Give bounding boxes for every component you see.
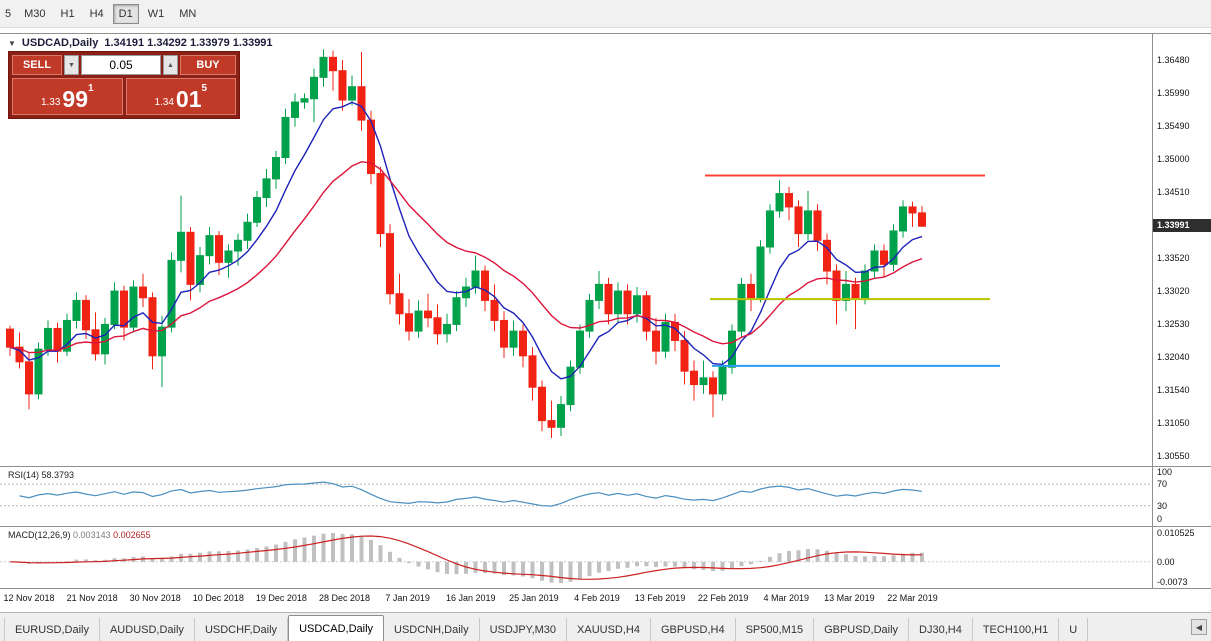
timeframe-d1[interactable]: D1 xyxy=(112,3,139,24)
chart-top-border xyxy=(0,33,1211,34)
timeframe-h4[interactable]: H4 xyxy=(89,7,104,20)
date-label: 13 Feb 2019 xyxy=(634,593,686,603)
price-label: 1.31050 xyxy=(1157,417,1190,428)
rsi-name: RSI(14) xyxy=(8,470,40,480)
price-label: 1.33020 xyxy=(1157,286,1190,297)
date-label: 13 Mar 2019 xyxy=(824,593,875,603)
buy-price-sup: 5 xyxy=(201,83,208,94)
rsi-value: 58.3793 xyxy=(41,470,75,480)
rsi-scale-label: 70 xyxy=(1157,479,1168,490)
macd-scale-label: 0.00 xyxy=(1157,556,1175,567)
price-label: 1.33520 xyxy=(1157,252,1190,263)
date-label: 21 Nov 2018 xyxy=(66,593,118,603)
chart-tab-bar: EURUSD,Daily AUDUSD,Daily USDCHF,Daily USDC… xyxy=(0,612,1211,641)
macd-name: MACD(12,26,9) xyxy=(8,530,71,540)
date-label: 22 Feb 2019 xyxy=(697,593,749,603)
rsi-panel-border[interactable] xyxy=(0,466,1211,467)
sell-price-sup: 1 xyxy=(88,83,94,94)
date-label: 10 Dec 2018 xyxy=(192,593,244,603)
tab-gbpusd-daily[interactable]: GBPUSD,Daily xyxy=(814,618,910,641)
price-label: 1.32040 xyxy=(1157,351,1190,362)
date-label: 30 Nov 2018 xyxy=(129,593,181,603)
price-label: 1.32530 xyxy=(1157,318,1190,329)
date-label: 16 Jan 2019 xyxy=(445,593,496,603)
date-label: 12 Nov 2018 xyxy=(3,593,55,603)
sell-price-prefix: 1.33 xyxy=(40,97,61,108)
chart-title: ▼ USDCAD,Daily 1.34191 1.34292 1.33979 1… xyxy=(8,37,273,49)
rsi-scale-label: 0 xyxy=(1157,514,1163,524)
one-click-collapse-icon[interactable]: ▼ xyxy=(8,38,16,48)
sell-price-button[interactable]: 1.33 99 1 xyxy=(12,78,123,115)
date-label: 19 Dec 2018 xyxy=(255,593,307,603)
price-label: 1.35490 xyxy=(1157,121,1190,132)
tab-eurusd-daily[interactable]: EURUSD,Daily xyxy=(4,618,100,641)
rsi-indicator-label: RSI(14) 58.3793 xyxy=(8,470,74,480)
buy-price-button[interactable]: 1.34 01 5 xyxy=(125,78,236,115)
buy-price-big: 01 xyxy=(175,86,202,112)
macd-axis: 0.010525 0.00 -0.0073 xyxy=(1153,527,1211,588)
tab-audusd-daily[interactable]: AUDUSD,Daily xyxy=(100,618,195,641)
volume-input[interactable] xyxy=(81,55,161,75)
main-chart-plot[interactable] xyxy=(0,33,1152,466)
buy-button[interactable]: BUY xyxy=(180,55,236,75)
macd-scale-label: 0.010525 xyxy=(1157,528,1195,538)
one-click-trading-widget: SELL ▼ ▲ BUY 1.33 99 1 1.34 01 5 xyxy=(8,51,240,119)
tab-tech100-h1[interactable]: TECH100,H1 xyxy=(973,618,1060,641)
date-label: 4 Feb 2019 xyxy=(574,593,620,603)
macd-signal-value: 0.002655 xyxy=(113,530,151,540)
tab-usdjpy-m30[interactable]: USDJPY,M30 xyxy=(480,618,568,641)
rsi-scale-label: 30 xyxy=(1157,500,1168,511)
tab-u[interactable]: U xyxy=(1059,618,1089,641)
rsi-axis: 100 70 30 0 xyxy=(1153,467,1211,525)
tab-xauusd-h4[interactable]: XAUUSD,H4 xyxy=(567,618,651,641)
tab-gbpusd-h4[interactable]: GBPUSD,H4 xyxy=(651,618,736,641)
tab-usdchf-daily[interactable]: USDCHF,Daily xyxy=(195,618,289,641)
timeframe-toolbar: 5 M30 H1 H4 D1 W1 MN xyxy=(0,0,1211,28)
volume-decrease-button[interactable]: ▼ xyxy=(64,55,79,75)
macd-scale-label: -0.0073 xyxy=(1157,577,1188,587)
macd-panel-border[interactable] xyxy=(0,526,1211,527)
rsi-panel-plot[interactable] xyxy=(0,467,1152,525)
price-label: 1.36480 xyxy=(1157,55,1190,65)
sell-button[interactable]: SELL xyxy=(12,55,62,75)
price-label: 1.35990 xyxy=(1157,87,1190,98)
date-label: 28 Dec 2018 xyxy=(319,593,371,603)
price-label: 1.35000 xyxy=(1157,153,1190,164)
tab-usdcnh-daily[interactable]: USDCNH,Daily xyxy=(384,618,480,641)
tab-dj30-h4[interactable]: DJ30,H4 xyxy=(909,618,973,641)
rsi-scale-label: 100 xyxy=(1157,467,1173,477)
date-label: 22 Mar 2019 xyxy=(887,593,938,603)
macd-main-value: 0.003143 xyxy=(73,530,111,540)
timeframe-m30[interactable]: M30 xyxy=(24,7,46,20)
macd-indicator-label: MACD(12,26,9) 0.003143 0.002655 xyxy=(8,530,151,540)
current-price-badge: 1.33991 xyxy=(1153,219,1211,233)
timeframe-h1[interactable]: H1 xyxy=(60,7,75,20)
date-label: 25 Jan 2019 xyxy=(509,593,559,603)
date-label: 4 Mar 2019 xyxy=(763,593,810,603)
macd-panel-plot[interactable] xyxy=(0,527,1152,588)
timeframe-w1[interactable]: W1 xyxy=(147,7,165,20)
tab-scroll-left-icon[interactable]: ◀ xyxy=(1191,619,1207,635)
price-label: 1.31540 xyxy=(1157,384,1190,395)
price-label: 1.30550 xyxy=(1157,451,1190,461)
volume-increase-button[interactable]: ▲ xyxy=(163,55,178,75)
tab-sp500-m15[interactable]: SP500,M15 xyxy=(736,618,815,641)
timeframe-5[interactable]: 5 xyxy=(5,7,12,20)
tab-usdcad-daily[interactable]: USDCAD,Daily xyxy=(288,615,385,641)
buy-price-prefix: 1.34 xyxy=(154,97,174,108)
timeframe-mn[interactable]: MN xyxy=(179,7,197,20)
price-axis-border xyxy=(1152,33,1153,588)
price-label: 1.34510 xyxy=(1157,186,1190,197)
chart-ohlc-label: 1.34191 1.34292 1.33979 1.33991 xyxy=(104,37,273,49)
date-axis[interactable]: 12 Nov 2018 21 Nov 2018 30 Nov 2018 10 Dec … xyxy=(0,589,1152,608)
date-axis-border xyxy=(0,588,1211,589)
sell-price-big: 99 xyxy=(62,86,88,112)
date-label: 7 Jan 2019 xyxy=(385,593,430,603)
chart-symbol-label: USDCAD,Daily xyxy=(21,37,99,49)
